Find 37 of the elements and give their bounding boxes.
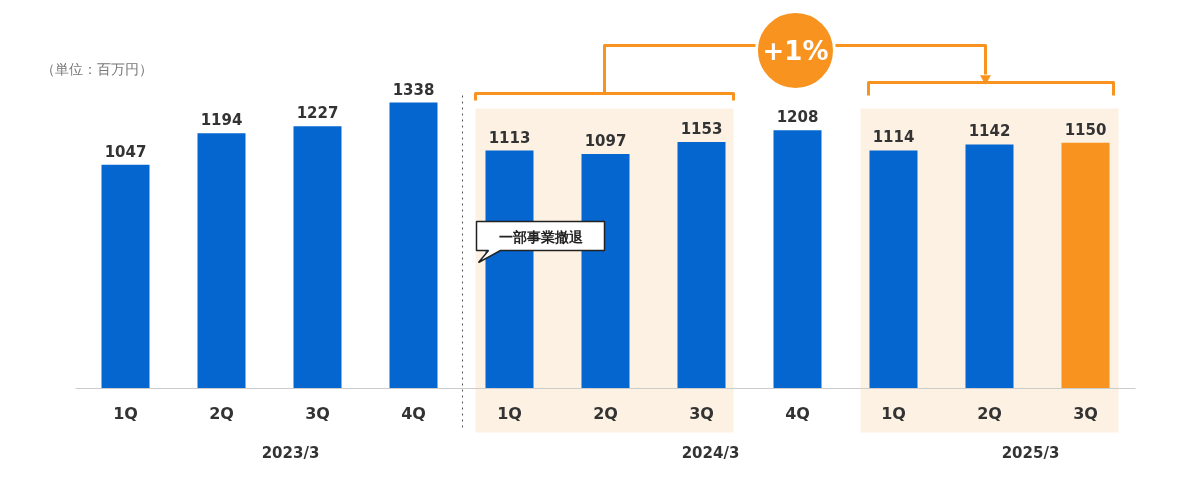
x-tick-label: 3Q [689, 404, 714, 423]
annotation: 一部事業撤退 [498, 228, 584, 245]
bar [773, 130, 822, 389]
bar [101, 164, 150, 389]
x-tick-label: 2Q [209, 404, 234, 423]
data-label: 1227 [296, 104, 339, 123]
data-label: 1047 [104, 142, 147, 161]
x-tick-label: 4Q [785, 404, 810, 423]
x-tick-label: 3Q [305, 404, 330, 423]
data-label: 1142 [968, 122, 1011, 141]
x-tick-label: 1Q [113, 404, 138, 423]
text: 2024/3 [681, 443, 740, 462]
x-tick-label: 1Q [497, 404, 522, 423]
text: （単位：百万円） [40, 60, 153, 77]
data-label: 1113 [488, 128, 531, 147]
data-label: 1097 [584, 132, 627, 151]
bar [197, 133, 246, 389]
text: 2023/3 [261, 443, 320, 462]
bar [1061, 142, 1110, 389]
bar [677, 142, 726, 389]
data-label: 1150 [1064, 120, 1107, 139]
data-label: 1194 [200, 111, 243, 130]
bar [389, 102, 438, 389]
data-label: 1114 [872, 128, 915, 147]
x-tick-label: 1Q [881, 404, 906, 423]
text: +1% [762, 35, 829, 66]
data-label: 1208 [776, 108, 819, 127]
x-tick-label: 2Q [977, 404, 1002, 423]
bar [293, 126, 342, 389]
x-tick-label: 4Q [401, 404, 426, 423]
text: 2025/3 [1001, 443, 1060, 462]
bar [965, 144, 1014, 389]
bar [869, 150, 918, 389]
data-label: 1338 [392, 80, 435, 99]
x-tick-label: 3Q [1073, 404, 1098, 423]
data-label: 1153 [680, 120, 723, 139]
x-tick-label: 2Q [593, 404, 618, 423]
